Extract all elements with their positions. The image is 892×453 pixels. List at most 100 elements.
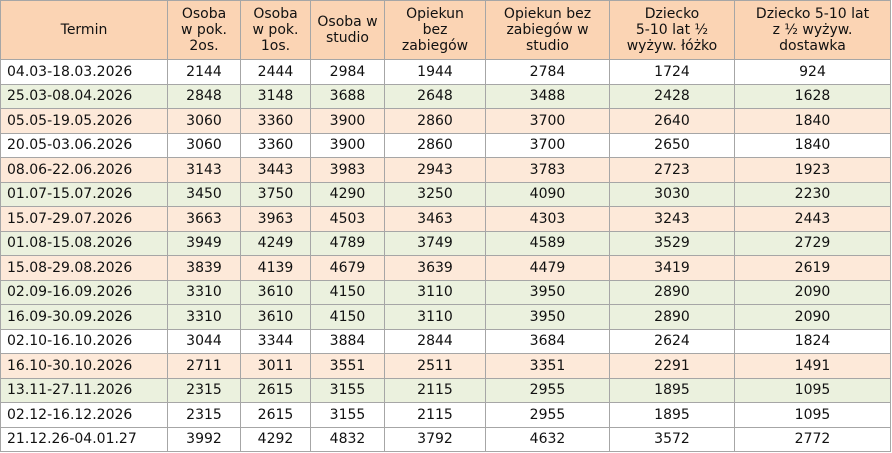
price-cell: 3360 <box>240 108 311 134</box>
price-cell: 4303 <box>485 206 610 232</box>
price-cell: 3949 <box>167 230 241 256</box>
price-cell: 3884 <box>310 328 385 354</box>
price-cell: 3750 <box>240 181 311 207</box>
price-cell: 3700 <box>485 132 610 158</box>
table-row: 16.09-30.09.2026 3310 3610 4150 3110 3950 2890… <box>0 304 891 330</box>
price-cell: 3060 <box>167 132 241 158</box>
date-cell: 21.12.26-04.01.27 <box>0 426 168 452</box>
price-cell: 2230 <box>734 181 891 207</box>
price-cell: 1923 <box>734 157 891 183</box>
price-cell: 3900 <box>310 132 385 158</box>
price-cell: 2624 <box>609 328 735 354</box>
price-cell: 1724 <box>609 59 735 85</box>
price-cell: 3950 <box>485 279 610 305</box>
price-cell: 3243 <box>609 206 735 232</box>
price-cell: 4679 <box>310 255 385 281</box>
header-line: Termin <box>60 22 108 38</box>
header-cell: Dziecko 5-10 lat z ½ wyżyw. dostawka <box>734 0 891 60</box>
price-cell: 3044 <box>167 328 241 354</box>
price-cell: 2090 <box>734 279 891 305</box>
price-cell: 3310 <box>167 279 241 305</box>
price-cell: 1840 <box>734 108 891 134</box>
price-cell: 3749 <box>384 230 486 256</box>
price-cell: 4589 <box>485 230 610 256</box>
price-cell: 2619 <box>734 255 891 281</box>
date-cell: 02.10-16.10.2026 <box>0 328 168 354</box>
table-row: 13.11-27.11.2026 2315 2615 3155 2115 2955 1895… <box>0 377 891 403</box>
price-cell: 2844 <box>384 328 486 354</box>
price-cell: 3463 <box>384 206 486 232</box>
date-cell: 05.05-19.05.2026 <box>0 108 168 134</box>
header-line: Osoba <box>253 6 298 22</box>
price-cell: 3110 <box>384 279 486 305</box>
table-row: 20.05-03.06.2026 3060 3360 3900 2860 3700 2650… <box>0 132 891 158</box>
date-cell: 13.11-27.11.2026 <box>0 377 168 403</box>
header-line: bez <box>422 22 448 38</box>
price-cell: 2115 <box>384 402 486 428</box>
price-cell: 3963 <box>240 206 311 232</box>
date-cell: 08.06-22.06.2026 <box>0 157 168 183</box>
price-cell: 3143 <box>167 157 241 183</box>
header-line: wyżyw. łóżko <box>626 38 718 54</box>
header-line: Opiekun <box>406 6 464 22</box>
header-line: w pok. <box>181 22 227 38</box>
price-cell: 2860 <box>384 132 486 158</box>
header-cell: Osoba w pok. 2os. <box>167 0 241 60</box>
price-cell: 3610 <box>240 279 311 305</box>
header-line: dostawka <box>779 38 846 54</box>
date-cell: 04.03-18.03.2026 <box>0 59 168 85</box>
price-cell: 2955 <box>485 377 610 403</box>
table-row: 15.07-29.07.2026 3663 3963 4503 3463 4303 3243… <box>0 206 891 232</box>
price-cell: 2648 <box>384 83 486 109</box>
table-row: 16.10-30.10.2026 2711 3011 3551 2511 3351 2291… <box>0 353 891 379</box>
header-line: studio <box>326 30 369 46</box>
table-row: 02.09-16.09.2026 3310 3610 4150 3110 3950 2890… <box>0 279 891 305</box>
price-cell: 1491 <box>734 353 891 379</box>
date-cell: 02.12-16.12.2026 <box>0 402 168 428</box>
price-cell: 2860 <box>384 108 486 134</box>
price-cell: 3688 <box>310 83 385 109</box>
header-line: Dziecko 5-10 lat <box>755 6 870 22</box>
price-cell: 1095 <box>734 377 891 403</box>
header-line: 5-10 lat ½ <box>635 22 709 38</box>
table-row: 15.08-29.08.2026 3839 4139 4679 3639 4479 3419… <box>0 255 891 281</box>
price-cell: 2723 <box>609 157 735 183</box>
date-cell: 20.05-03.06.2026 <box>0 132 168 158</box>
table-row: 08.06-22.06.2026 3143 3443 3983 2943 3783 2723… <box>0 157 891 183</box>
price-cell: 4150 <box>310 304 385 330</box>
date-cell: 16.10-30.10.2026 <box>0 353 168 379</box>
price-cell: 3011 <box>240 353 311 379</box>
price-cell: 3900 <box>310 108 385 134</box>
header-cell: Osoba w studio <box>310 0 385 60</box>
price-cell: 3983 <box>310 157 385 183</box>
header-line: w pok. <box>252 22 299 38</box>
price-cell: 2144 <box>167 59 241 85</box>
price-cell: 2291 <box>609 353 735 379</box>
price-cell: 2650 <box>609 132 735 158</box>
price-cell: 3148 <box>240 83 311 109</box>
price-cell: 3030 <box>609 181 735 207</box>
price-cell: 2443 <box>734 206 891 232</box>
price-cell: 4090 <box>485 181 610 207</box>
price-cell: 2955 <box>485 402 610 428</box>
header-line: zabiegów <box>401 38 469 54</box>
header-line: Dziecko <box>644 6 700 22</box>
price-cell: 2984 <box>310 59 385 85</box>
price-cell: 2729 <box>734 230 891 256</box>
date-cell: 15.07-29.07.2026 <box>0 206 168 232</box>
header-cell: Opiekun bez zabiegów <box>384 0 486 60</box>
header-line: Osoba <box>181 6 227 22</box>
price-cell: 1628 <box>734 83 891 109</box>
price-cell: 2511 <box>384 353 486 379</box>
date-cell: 15.08-29.08.2026 <box>0 255 168 281</box>
price-cell: 1895 <box>609 402 735 428</box>
price-cell: 2640 <box>609 108 735 134</box>
price-cell: 3060 <box>167 108 241 134</box>
price-cell: 2115 <box>384 377 486 403</box>
price-cell: 4150 <box>310 279 385 305</box>
header-cell: Osoba w pok. 1os. <box>240 0 311 60</box>
header-cell: Opiekun bez zabiegów w studio <box>485 0 610 60</box>
price-cell: 3783 <box>485 157 610 183</box>
table-row: 01.08-15.08.2026 3949 4249 4789 3749 4589 3529… <box>0 230 891 256</box>
